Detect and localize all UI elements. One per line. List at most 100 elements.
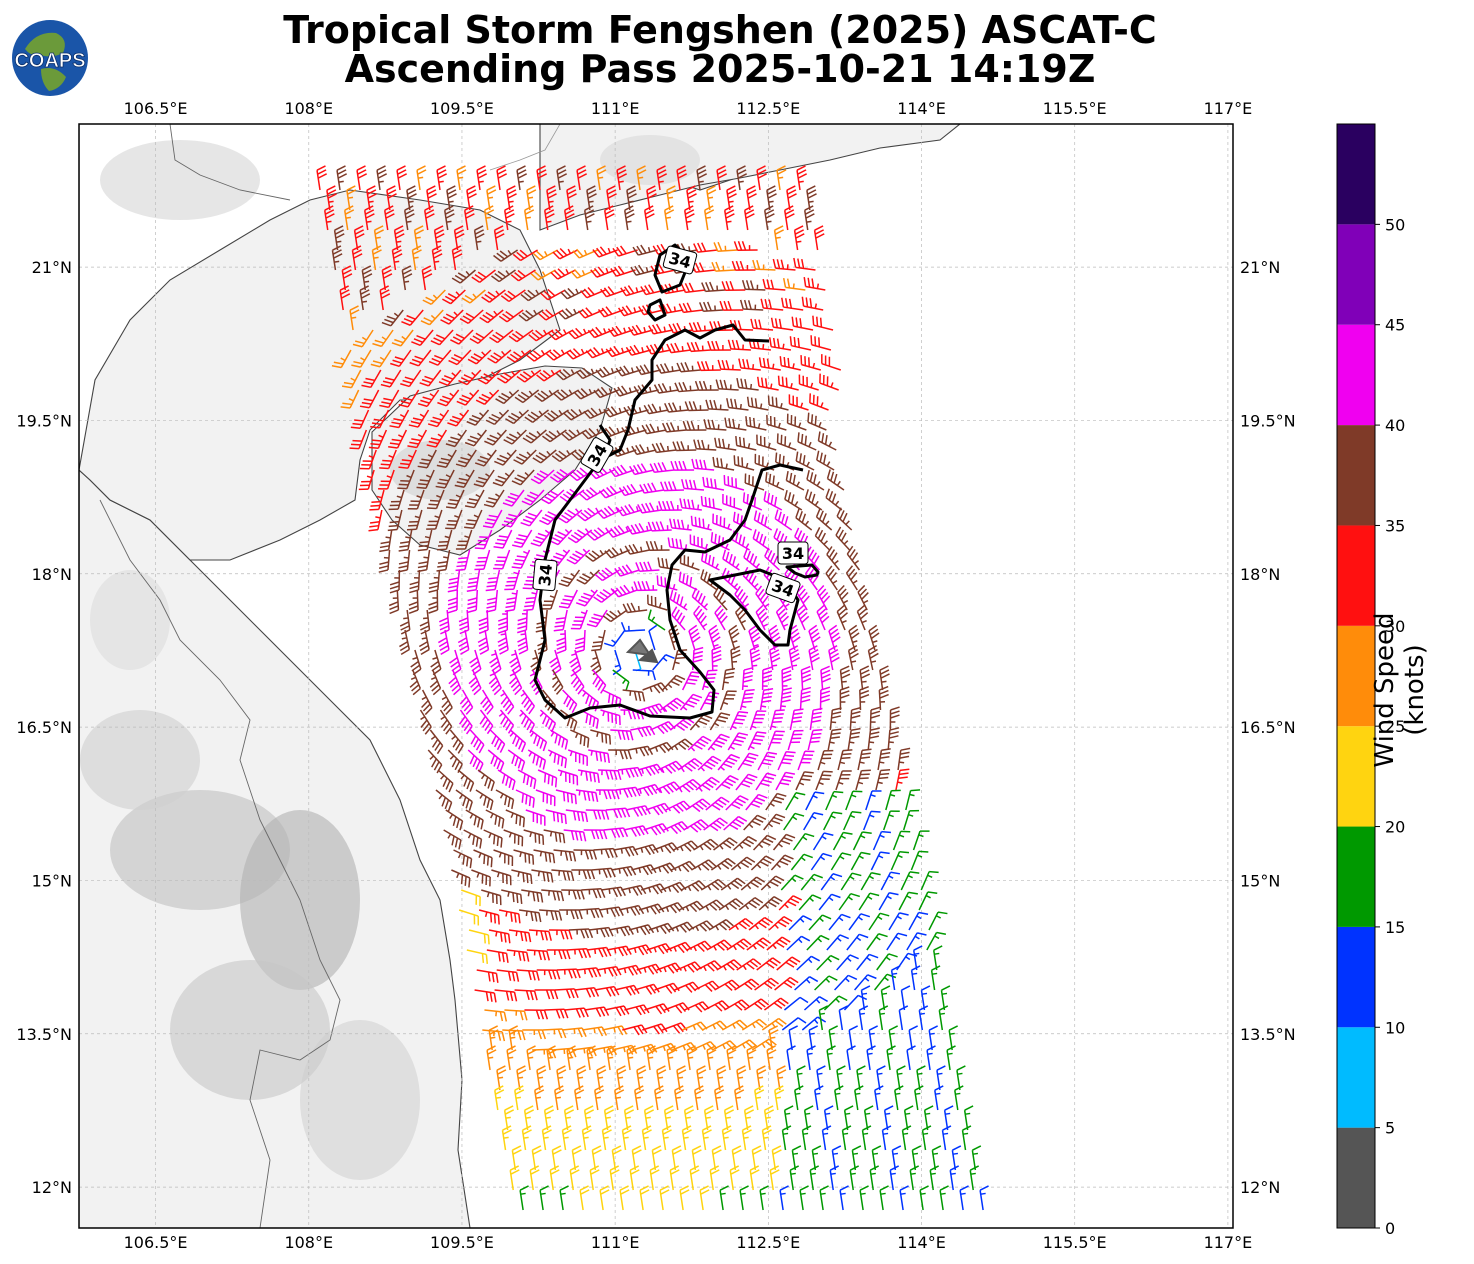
wind-barb bbox=[488, 669, 502, 696]
wind-barb bbox=[858, 892, 880, 911]
wind-barb bbox=[905, 789, 921, 811]
wind-barb bbox=[810, 335, 832, 351]
wind-barb bbox=[562, 689, 578, 714]
wind-barb bbox=[561, 889, 585, 900]
wind-barb bbox=[576, 1065, 587, 1091]
wind-barb bbox=[383, 205, 395, 231]
wind-barb bbox=[641, 1125, 652, 1151]
wind-barb bbox=[879, 665, 890, 691]
wind-barb bbox=[919, 1185, 929, 1211]
wind-barb bbox=[598, 485, 625, 499]
wind-barb bbox=[728, 624, 740, 651]
wind-barb bbox=[971, 1145, 982, 1171]
wind-barb bbox=[940, 985, 951, 1011]
wind-barb bbox=[469, 329, 494, 344]
wind-barb bbox=[866, 933, 888, 951]
wind-barb bbox=[454, 469, 475, 489]
wind-barb bbox=[316, 165, 327, 191]
wind-barb bbox=[491, 269, 516, 283]
wind-barb bbox=[703, 817, 728, 832]
wind-barb bbox=[532, 449, 557, 464]
wind-barb bbox=[526, 949, 550, 961]
wind-barb bbox=[480, 689, 494, 715]
wind-barb bbox=[649, 1165, 660, 1191]
wind-barb bbox=[836, 1065, 846, 1091]
wind-barb bbox=[846, 933, 869, 951]
wind-barb bbox=[429, 669, 442, 696]
wind-barb bbox=[734, 978, 760, 991]
wind-barb bbox=[831, 1145, 842, 1171]
wind-barb bbox=[435, 469, 455, 489]
wind-barb bbox=[741, 666, 754, 691]
contour-label-34: 34 bbox=[777, 541, 809, 565]
colorbar-tick-label: 25 bbox=[1385, 717, 1405, 736]
wind-barb bbox=[349, 429, 368, 450]
wind-barb bbox=[658, 303, 684, 315]
wind-barb bbox=[482, 509, 503, 529]
wind-barb bbox=[566, 1045, 577, 1071]
wind-barb bbox=[730, 645, 741, 671]
lon-tick-label-bottom: 114°E bbox=[897, 1233, 946, 1252]
wind-barb bbox=[716, 165, 727, 191]
wind-barb bbox=[427, 409, 450, 428]
wind-barb bbox=[528, 929, 552, 941]
wind-barb bbox=[575, 789, 599, 803]
wind-barb bbox=[356, 165, 367, 191]
wind-barb bbox=[457, 769, 475, 792]
wind-barb bbox=[743, 548, 761, 571]
wind-barb bbox=[614, 984, 640, 996]
lon-tick-label-bottom: 115.5°E bbox=[1043, 1233, 1107, 1252]
wind-barb bbox=[746, 185, 757, 211]
wind-barb bbox=[828, 1025, 838, 1051]
wind-barb bbox=[586, 609, 608, 628]
wind-barb bbox=[417, 389, 440, 408]
wind-barb bbox=[867, 727, 880, 751]
wind-barb bbox=[677, 757, 703, 773]
wind-barb bbox=[467, 749, 484, 773]
wind-barb bbox=[520, 689, 535, 715]
wind-barb bbox=[409, 669, 422, 696]
wind-barb bbox=[663, 205, 675, 231]
wind-barb bbox=[820, 873, 843, 891]
wind-barb bbox=[406, 509, 423, 531]
wind-barb bbox=[473, 849, 493, 868]
wind-barb bbox=[391, 245, 403, 271]
wind-barb bbox=[676, 362, 701, 373]
wind-barb bbox=[390, 349, 412, 368]
wind-barb bbox=[648, 922, 675, 935]
wind-barb bbox=[760, 298, 784, 311]
wind-barb bbox=[776, 165, 787, 191]
wind-barb bbox=[521, 889, 544, 903]
wind-barb bbox=[721, 280, 746, 292]
wind-barb bbox=[693, 838, 719, 851]
wind-barb bbox=[708, 919, 734, 931]
wind-barb bbox=[886, 1045, 896, 1071]
wind-barb bbox=[878, 891, 899, 911]
wind-barb bbox=[701, 1020, 728, 1031]
wind-barb bbox=[693, 605, 708, 631]
wind-barb bbox=[376, 165, 387, 191]
wind-barb bbox=[563, 1105, 575, 1131]
wind-barb bbox=[686, 940, 713, 953]
wind-barb bbox=[669, 589, 688, 611]
wind-barb bbox=[800, 873, 823, 891]
wind-barb bbox=[551, 449, 577, 463]
wind-barb bbox=[708, 624, 721, 651]
wind-barb bbox=[770, 317, 794, 331]
wind-barb bbox=[482, 1029, 506, 1042]
wind-barb bbox=[670, 460, 695, 471]
wind-barb bbox=[814, 1085, 824, 1111]
lat-tick-label-left: 18°N bbox=[32, 565, 72, 584]
wind-barb bbox=[620, 621, 646, 632]
wind-barb bbox=[723, 1105, 735, 1131]
wind-barb bbox=[849, 1165, 860, 1191]
wind-barb bbox=[535, 789, 556, 807]
wind-barb bbox=[648, 624, 658, 651]
wind-barb bbox=[682, 420, 707, 431]
wind-barb bbox=[926, 931, 947, 951]
wind-barb bbox=[656, 962, 683, 974]
wind-barb bbox=[417, 529, 433, 552]
wind-barb bbox=[951, 1145, 962, 1171]
wind-barb bbox=[681, 479, 705, 491]
wind-barb bbox=[464, 509, 483, 529]
